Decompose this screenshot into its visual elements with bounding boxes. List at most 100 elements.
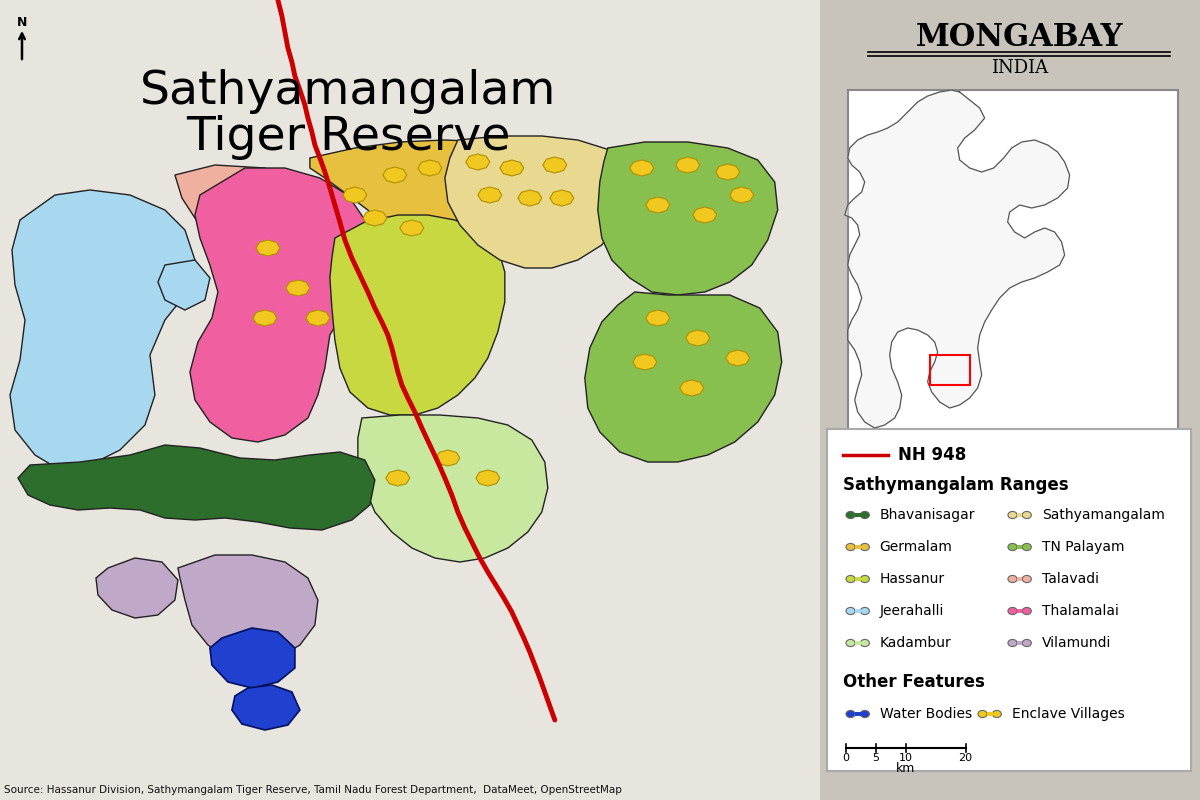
Text: 5: 5 [872, 753, 880, 763]
Text: 10: 10 [899, 753, 913, 763]
Polygon shape [476, 470, 500, 486]
Bar [1016, 513, 1022, 518]
Ellipse shape [846, 710, 856, 718]
Ellipse shape [1008, 511, 1018, 518]
Polygon shape [418, 160, 442, 176]
Text: N: N [17, 15, 28, 29]
Bar [854, 712, 860, 716]
Polygon shape [386, 470, 410, 486]
Bar [854, 513, 860, 518]
Polygon shape [232, 685, 300, 730]
Text: Sathyamangalam: Sathyamangalam [1042, 508, 1164, 522]
Text: km: km [896, 762, 916, 775]
Text: Tiger Reserve: Tiger Reserve [186, 115, 510, 161]
Polygon shape [253, 310, 277, 326]
Ellipse shape [978, 710, 988, 718]
Bar [986, 712, 992, 716]
Ellipse shape [1008, 575, 1018, 582]
Ellipse shape [860, 710, 869, 718]
Ellipse shape [846, 543, 856, 550]
Polygon shape [500, 160, 524, 176]
Polygon shape [630, 160, 654, 176]
Polygon shape [726, 350, 750, 366]
Bar [1016, 577, 1022, 582]
Polygon shape [330, 215, 505, 415]
Polygon shape [178, 555, 318, 662]
Ellipse shape [1022, 639, 1031, 646]
Text: NH 948: NH 948 [898, 446, 966, 464]
Ellipse shape [1022, 607, 1031, 614]
Text: Sathyamangalam: Sathyamangalam [139, 70, 556, 114]
Polygon shape [692, 207, 716, 223]
Text: Bhavanisagar: Bhavanisagar [880, 508, 976, 522]
Bar [0, 0, 820, 800]
Polygon shape [343, 187, 367, 203]
Polygon shape [518, 190, 542, 206]
Polygon shape [676, 157, 700, 173]
Polygon shape [550, 190, 574, 206]
Text: Water Bodies: Water Bodies [880, 707, 972, 721]
Text: Germalam: Germalam [880, 540, 953, 554]
Polygon shape [466, 154, 490, 170]
Polygon shape [158, 260, 210, 310]
Polygon shape [256, 240, 280, 256]
Ellipse shape [860, 543, 869, 550]
Text: Thalamalai: Thalamalai [1042, 604, 1118, 618]
Ellipse shape [1022, 543, 1031, 550]
Ellipse shape [1022, 575, 1031, 582]
Bar [1016, 641, 1022, 646]
Ellipse shape [860, 511, 869, 518]
Ellipse shape [1008, 639, 1018, 646]
Polygon shape [445, 136, 628, 268]
Polygon shape [96, 558, 178, 618]
Polygon shape [646, 310, 670, 326]
Polygon shape [584, 292, 781, 462]
Text: Hassanur: Hassanur [880, 572, 944, 586]
Text: 0: 0 [842, 753, 850, 763]
Polygon shape [10, 190, 194, 470]
Polygon shape [845, 90, 1069, 428]
Text: Kadambur: Kadambur [880, 636, 952, 650]
Text: Jeerahalli: Jeerahalli [880, 604, 944, 618]
Polygon shape [190, 168, 368, 442]
Polygon shape [18, 445, 374, 530]
Ellipse shape [846, 607, 856, 614]
Bar [854, 609, 860, 614]
Text: Enclave Villages: Enclave Villages [1012, 707, 1124, 721]
FancyBboxPatch shape [827, 429, 1190, 771]
Ellipse shape [846, 575, 856, 582]
Polygon shape [362, 210, 386, 226]
Ellipse shape [992, 710, 1001, 718]
Polygon shape [730, 187, 754, 203]
Text: 20: 20 [959, 753, 973, 763]
Text: Sathymangalam Ranges: Sathymangalam Ranges [842, 476, 1068, 494]
Polygon shape [646, 197, 670, 213]
Polygon shape [436, 450, 460, 466]
Polygon shape [715, 164, 739, 180]
Polygon shape [685, 330, 709, 346]
Text: INDIA: INDIA [991, 59, 1049, 77]
Ellipse shape [1008, 543, 1018, 550]
Ellipse shape [846, 511, 856, 518]
Polygon shape [310, 140, 545, 268]
Polygon shape [632, 354, 656, 370]
Ellipse shape [860, 575, 869, 582]
Text: Source: Hassanur Division, Sathymangalam Tiger Reserve, Tamil Nadu Forest Depart: Source: Hassanur Division, Sathymangalam… [4, 785, 622, 795]
Polygon shape [598, 142, 778, 295]
Bar [854, 577, 860, 582]
Polygon shape [542, 157, 566, 173]
Bar [854, 545, 860, 550]
Polygon shape [286, 280, 310, 296]
Ellipse shape [1022, 511, 1031, 518]
Polygon shape [306, 310, 330, 326]
Text: Other Features: Other Features [842, 673, 984, 691]
Polygon shape [210, 628, 295, 688]
Polygon shape [175, 165, 335, 280]
Polygon shape [358, 415, 548, 562]
Bar [1016, 545, 1022, 550]
Ellipse shape [860, 607, 869, 614]
Polygon shape [478, 187, 502, 203]
Polygon shape [383, 167, 407, 183]
Polygon shape [400, 220, 424, 236]
Bar [847, 90, 1177, 505]
